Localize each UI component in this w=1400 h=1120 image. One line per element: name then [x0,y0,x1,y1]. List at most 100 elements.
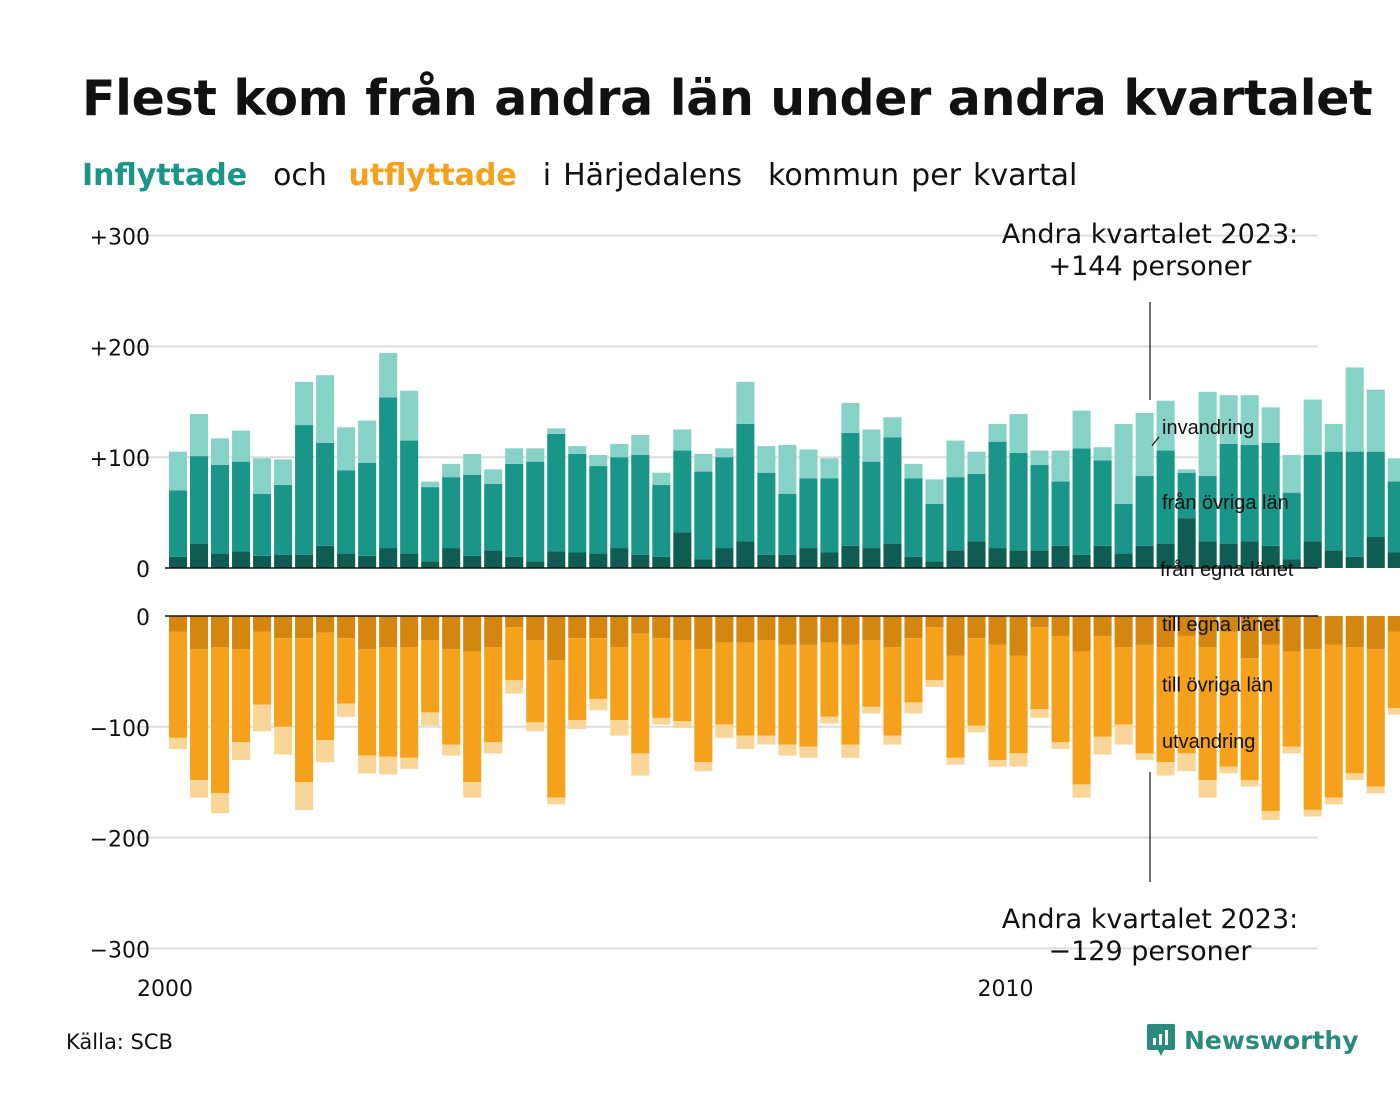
bar-in-own [778,554,797,568]
bar-out-own [589,616,608,639]
bar-in-own [1156,543,1175,568]
bar-in-own [652,556,671,568]
bar-out-other [526,640,545,723]
x-tick-label: 2010 [978,977,1034,1002]
brand-name: Newsworthy [1184,1025,1359,1055]
bar-in-other [736,423,755,542]
bar-in-own [1261,545,1280,568]
bar-out-own [757,616,776,641]
bar-out-other [1114,647,1133,725]
bar-out-own [358,616,377,650]
bar-in-abroad [883,417,902,438]
bar-in-other [1219,443,1238,544]
bar-out-other [925,627,944,681]
bar-in-own [1198,541,1217,568]
subtitle-word: per [911,158,961,193]
bar-in-other [1093,460,1112,546]
series-label-out-abroad: utvandring [1162,731,1255,753]
bar-in-other [547,433,566,552]
bar-in-own [400,553,419,568]
bar-out-own [715,616,734,643]
bar-in-abroad [967,451,986,474]
bar-out-abroad [1240,779,1259,787]
bar-out-own [1261,616,1280,645]
bar-in-abroad [358,420,377,463]
bar-in-own [1219,543,1238,568]
bar-out-other [1261,644,1280,812]
bar-out-other [610,647,629,721]
bar-in-abroad [1156,400,1175,451]
bar-out-own [379,616,398,648]
y-tick-label: +200 [90,336,150,361]
bar-out-abroad [925,680,944,687]
bar-out-abroad [442,744,461,756]
bar-in-own [568,552,587,568]
bar-in-own [1303,541,1322,568]
bar-out-other [1198,647,1217,780]
bar-in-own [484,550,503,568]
bar-in-other [652,484,671,557]
bar-out-own [673,616,692,641]
bar-in-abroad [379,353,398,398]
bar-out-abroad [400,757,419,769]
bar-in-abroad [484,469,503,484]
bar-out-other [358,649,377,756]
bar-in-abroad [1030,450,1049,465]
bar-out-own [295,616,314,639]
bar-in-other [1072,448,1091,555]
bar-in-other [442,477,461,549]
bar-in-own [925,561,944,568]
bar-out-other [232,649,251,743]
bar-out-abroad [1156,762,1175,776]
bar-out-own [904,616,923,639]
bar-out-other [1345,647,1364,774]
bar-in-abroad [946,440,965,478]
bar-in-own [1387,552,1400,568]
bar-in-other [1282,492,1301,560]
bar-in-abroad [1177,469,1196,473]
bar-in-other [358,462,377,556]
bar-in-abroad [547,428,566,434]
bar-out-own [652,616,671,639]
bar-out-own [1282,616,1301,652]
bar-out-other [631,633,650,754]
bar-out-other [715,642,734,725]
bar-in-abroad [568,446,587,454]
bar-in-abroad [1009,413,1028,453]
bar-in-other [1261,442,1280,546]
bar-in-other [568,453,587,553]
bar-out-other [841,644,860,745]
bar-in-own [1030,550,1049,568]
bar-out-abroad [169,737,188,749]
bar-in-abroad [169,451,188,491]
bar-out-abroad [946,757,965,765]
bar-in-abroad [421,481,440,488]
bar-in-abroad [736,381,755,424]
bar-out-abroad [673,721,692,728]
bar-out-own [820,616,839,643]
bar-out-other [673,640,692,722]
bar-in-abroad [1072,410,1091,449]
bar-out-other [883,647,902,736]
bar-out-abroad [1093,736,1112,755]
bar-out-abroad [295,782,314,810]
newsworthy-logo-icon [1147,1024,1175,1056]
subtitle-word: kommun [768,158,900,193]
bar-out-abroad [1051,742,1070,749]
bar-out-abroad [652,717,671,725]
bar-out-other [904,638,923,703]
bar-in-own [169,556,188,568]
bar-out-other [400,647,419,758]
bar-out-own [505,616,524,628]
bar-in-own [505,556,524,568]
bar-out-abroad [421,712,440,726]
bar-out-own [1009,616,1028,656]
bar-out-own [946,616,965,656]
bar-out-other [337,638,356,704]
label-connector [1151,436,1160,447]
bar-in-own [421,561,440,568]
bar-in-other [400,440,419,554]
bar-in-own [673,532,692,568]
bar-out-other [694,649,713,763]
bar-in-own [337,553,356,568]
